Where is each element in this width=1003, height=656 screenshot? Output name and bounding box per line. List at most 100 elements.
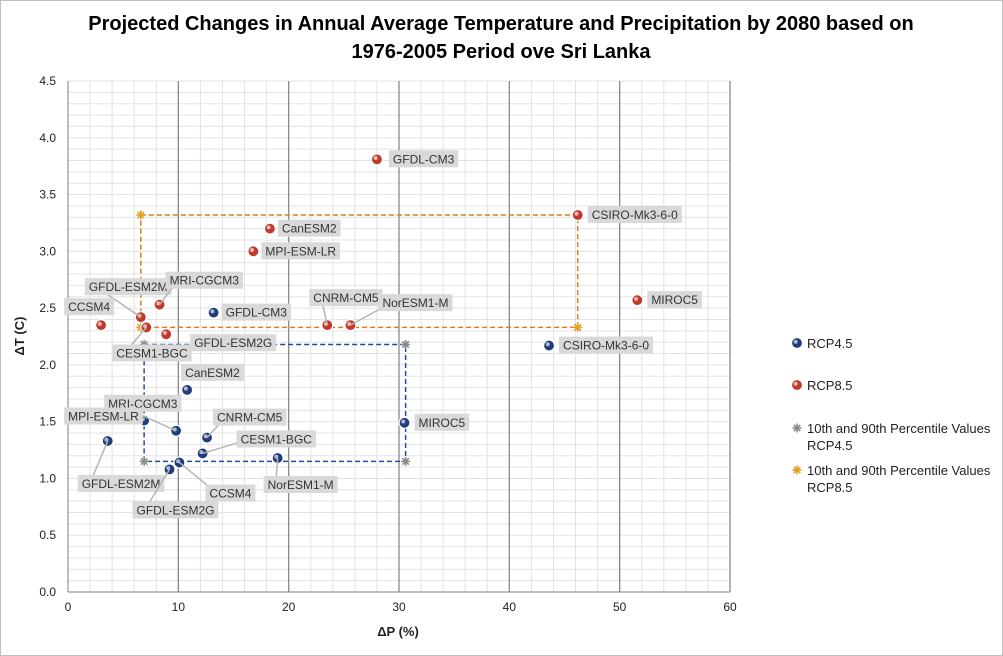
point-label: GFDL-ESM2G bbox=[194, 336, 272, 350]
label-background bbox=[647, 291, 702, 309]
label-background bbox=[112, 344, 192, 362]
point-label: GFDL-ESM2M bbox=[89, 280, 168, 294]
rcp85-point bbox=[247, 245, 260, 258]
legend-star bbox=[792, 423, 802, 433]
point-label-group: CNRM-CM5 bbox=[309, 289, 383, 326]
star-stroke bbox=[137, 211, 145, 219]
star-stroke bbox=[573, 323, 582, 332]
marker-highlight bbox=[166, 466, 171, 471]
rcp85-point bbox=[160, 328, 173, 341]
point-label-group: CCSM4 bbox=[64, 298, 115, 316]
point-label: CESM1-BGC bbox=[116, 346, 188, 360]
point-label-group: GFDL-ESM2M bbox=[77, 440, 165, 492]
point-label-group: CESM1-BGC bbox=[112, 326, 192, 362]
x-tick-label: 10 bbox=[172, 600, 186, 614]
label-background bbox=[263, 476, 338, 494]
label-background bbox=[104, 394, 182, 412]
point-label-group: MIROC5 bbox=[647, 291, 702, 309]
legend-dot-highlight bbox=[793, 381, 798, 386]
point-label-group: CCSM4 bbox=[178, 461, 256, 502]
y-tick-label: 4.5 bbox=[39, 74, 56, 88]
marker-highlight bbox=[545, 342, 550, 347]
y-tick-label: 4.0 bbox=[39, 131, 56, 145]
label-background bbox=[378, 294, 453, 312]
percentile-marker bbox=[139, 456, 149, 466]
rcp85-point bbox=[571, 208, 584, 222]
marker-highlight bbox=[634, 296, 639, 301]
rcp85-point bbox=[263, 222, 277, 235]
marker-highlight bbox=[210, 309, 215, 314]
point-label: CCSM4 bbox=[209, 487, 251, 501]
point-label: CSIRO-Mk3-6-0 bbox=[563, 339, 649, 353]
rcp85-point bbox=[370, 153, 384, 166]
label-background bbox=[64, 407, 143, 425]
point-label-group: CSIRO-Mk3-6-0 bbox=[587, 205, 682, 223]
point-label: CNRM-CM5 bbox=[217, 411, 283, 425]
legend-star bbox=[792, 465, 802, 475]
star-stroke bbox=[401, 457, 410, 466]
y-tick-label: 0.5 bbox=[39, 528, 56, 542]
legend-label-line-1: 10th and 90th Percentile Values bbox=[807, 463, 991, 478]
marker-highlight bbox=[373, 156, 378, 161]
marker-highlight bbox=[104, 437, 109, 442]
x-tick-label: 30 bbox=[392, 600, 406, 614]
y-tick-label: 3.0 bbox=[39, 244, 56, 258]
point-label: CCSM4 bbox=[68, 300, 110, 314]
point-label-group: CanESM2 bbox=[181, 363, 244, 381]
rcp45-point bbox=[542, 339, 556, 352]
legend-label-line-2: RCP4.5 bbox=[807, 438, 853, 453]
point-label-group: MIROC5 bbox=[414, 413, 470, 431]
legend: RCP4.5 RCP8.5 10th and 90th Percentile Val… bbox=[790, 336, 991, 495]
legend-label: RCP8.5 bbox=[807, 378, 853, 393]
point-label-group: CanESM2 bbox=[277, 219, 341, 237]
legend-item: 10th and 90th Percentile Values RCP4.5 bbox=[792, 421, 991, 453]
rcp85-point bbox=[94, 319, 108, 332]
point-label: MIROC5 bbox=[651, 293, 698, 307]
label-background bbox=[277, 219, 341, 237]
y-tick-label: 1.5 bbox=[39, 415, 56, 429]
point-labels: GFDL-CM3CanESM2MRI-CGCM3MPI-ESM-LRGFDL-E… bbox=[64, 150, 702, 519]
legend-item: RCP8.5 bbox=[790, 378, 853, 393]
point-label: MRI-CGCM3 bbox=[108, 397, 178, 411]
legend-label: RCP4.5 bbox=[807, 336, 853, 351]
x-tick-label: 60 bbox=[723, 600, 737, 614]
x-tick-label: 0 bbox=[65, 600, 72, 614]
label-background bbox=[190, 334, 277, 352]
chart-title-line-2: 1976-2005 Period ove Sri Lanka bbox=[351, 41, 651, 63]
x-tick-label: 20 bbox=[282, 600, 296, 614]
label-background bbox=[132, 501, 219, 519]
y-tick-label: 2.5 bbox=[39, 301, 56, 315]
label-background bbox=[221, 303, 291, 321]
point-label: CESM1-BGC bbox=[241, 432, 313, 446]
marker-highlight bbox=[274, 454, 279, 459]
legend-label-line-2: RCP8.5 bbox=[807, 480, 853, 495]
label-background bbox=[414, 413, 470, 431]
label-background bbox=[77, 474, 165, 492]
point-label-group: GFDL-ESM2M bbox=[84, 278, 172, 318]
axes: 0 10 20 30 40 50 60 0.0 0.5 1.0 1.5 2.0 2.5 3.0 3.5 4.0… bbox=[39, 74, 737, 614]
y-tick-label: 2.0 bbox=[39, 358, 56, 372]
chart-title-line-1: Projected Changes in Annual Average Temp… bbox=[88, 13, 913, 35]
point-label: GFDL-ESM2M bbox=[82, 477, 161, 491]
point-label: CanESM2 bbox=[282, 222, 337, 236]
percentile-marker bbox=[136, 210, 146, 220]
marker-highlight bbox=[266, 225, 271, 230]
label-background bbox=[261, 242, 341, 260]
point-label-group: CSIRO-Mk3-6-0 bbox=[559, 336, 654, 354]
legend-dot-highlight bbox=[793, 339, 798, 344]
point-label-group: MRI-CGCM3 bbox=[104, 394, 182, 432]
rcp45-point bbox=[207, 306, 220, 319]
label-background bbox=[309, 289, 383, 307]
y-axis-label: ΔT (C) bbox=[12, 317, 27, 356]
point-label: CSIRO-Mk3-6-0 bbox=[592, 208, 678, 222]
point-label: GFDL-CM3 bbox=[226, 306, 288, 320]
point-label: NorESM1-M bbox=[382, 296, 448, 310]
label-background bbox=[587, 205, 682, 223]
star-stroke bbox=[793, 424, 801, 432]
marker-highlight bbox=[97, 321, 102, 326]
marker-highlight bbox=[347, 321, 352, 326]
star-stroke bbox=[140, 457, 148, 466]
label-background bbox=[181, 363, 244, 381]
label-background bbox=[236, 430, 316, 448]
